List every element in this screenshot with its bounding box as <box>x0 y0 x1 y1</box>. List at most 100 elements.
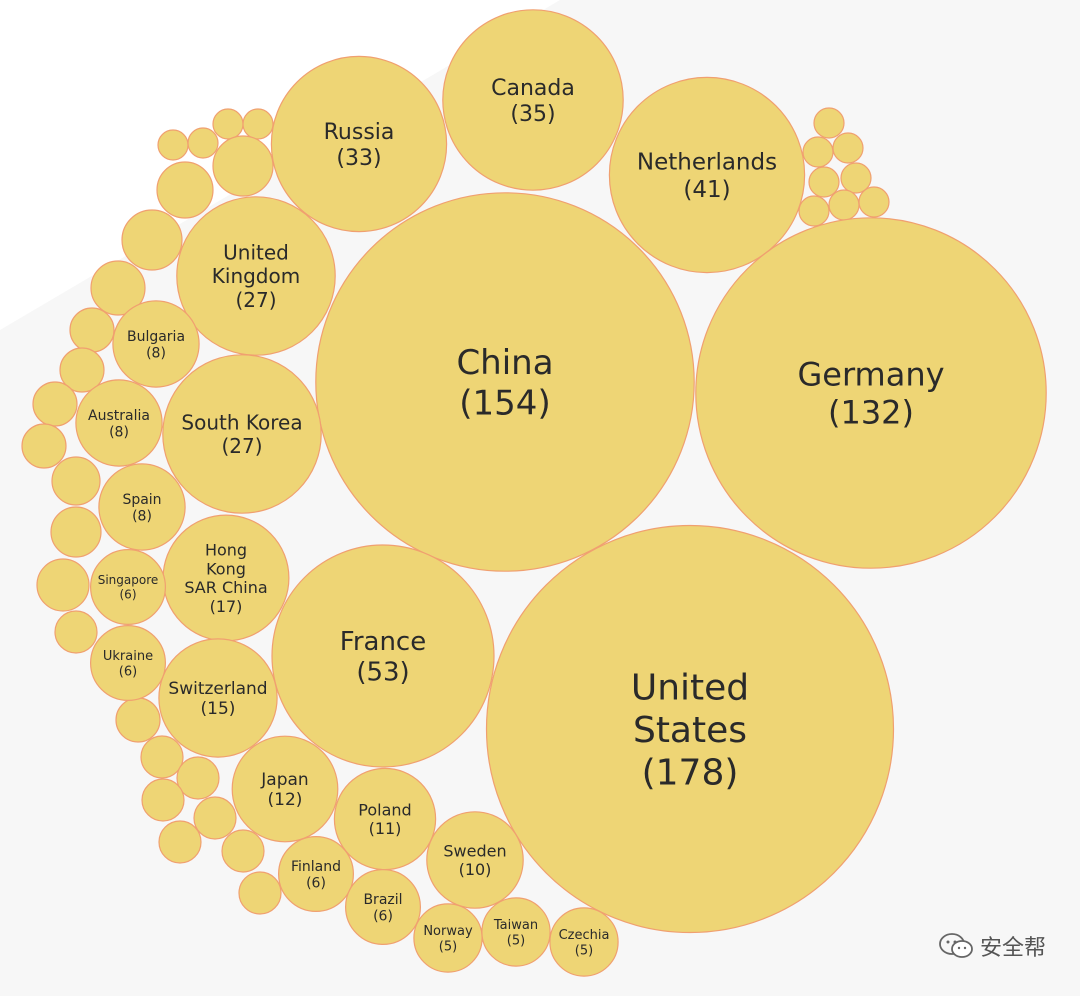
bubble-circle <box>158 638 278 758</box>
small-bubble <box>212 108 244 140</box>
bubble-label: South Korea (27) <box>181 410 302 458</box>
bubble-china: China (154) <box>315 192 695 572</box>
bubble-value: (15) <box>201 699 236 719</box>
small-bubble <box>193 796 237 840</box>
bubble-label: Australia (8) <box>88 408 150 441</box>
small-bubble <box>140 735 184 779</box>
bubble-label-line: Finland <box>291 859 341 875</box>
bubble-sweden: Sweden (10) <box>426 811 524 909</box>
bubble-value: (35) <box>510 102 555 127</box>
bubble-value: (6) <box>119 664 137 679</box>
small-bubble <box>69 307 115 353</box>
small-bubble <box>21 423 67 469</box>
bubble-value: (8) <box>132 508 152 524</box>
small-bubble <box>121 209 183 271</box>
small-bubble <box>50 506 102 558</box>
bubble-label: Finland (6) <box>291 859 341 892</box>
bubble-circle <box>426 811 524 909</box>
bubble-value: (5) <box>575 943 593 958</box>
bubble-label-line: Japan <box>260 770 308 790</box>
small-bubble <box>157 129 189 161</box>
bubble-label-line: Netherlands <box>637 150 777 176</box>
bubble-label: Japan (12) <box>260 770 308 810</box>
bubble-label: Netherlands (41) <box>637 150 777 203</box>
bubble-label: Taiwan (5) <box>493 918 538 948</box>
small-unlabeled-bubbles <box>21 107 890 915</box>
bubble-value: (6) <box>120 587 137 601</box>
small-bubble <box>156 161 214 219</box>
bubble-ukraine: Ukraine (6) <box>89 624 167 701</box>
small-bubble <box>828 189 860 221</box>
bubble-value: (41) <box>683 177 730 203</box>
bubble-netherlands: Netherlands (41) <box>608 76 806 274</box>
bubble-south-korea: South Korea (27) <box>162 354 322 514</box>
bubble-label-line: Poland <box>358 800 411 819</box>
small-bubble <box>802 136 834 168</box>
watermark: 安全帮 <box>938 930 1046 962</box>
bubble-label: Bulgaria (8) <box>127 329 185 362</box>
bubble-label-line: Kong <box>206 559 246 578</box>
bubble-circle <box>162 354 322 514</box>
bubble-label-line: Spain <box>122 492 161 508</box>
bubble-value: (10) <box>459 860 492 879</box>
bubble-circle <box>231 735 339 843</box>
small-bubble <box>187 127 219 159</box>
small-bubble <box>858 186 890 218</box>
bubble-label: China (154) <box>456 343 553 423</box>
bubble-label-line: Bulgaria <box>127 329 185 345</box>
bubble-label-line: United <box>223 241 289 265</box>
bubble-circle <box>89 548 167 625</box>
bubble-label: Switzerland (15) <box>168 679 267 719</box>
bubble-label-line: Norway <box>423 924 473 939</box>
bubble-spain: Spain (8) <box>98 463 186 551</box>
bubble-value: (5) <box>507 933 525 948</box>
bubble-value: (8) <box>109 424 129 440</box>
bubble-finland: Finland (6) <box>278 835 355 912</box>
small-bubble <box>32 381 78 427</box>
bubble-value: (27) <box>221 434 262 458</box>
bubble-circle <box>608 76 806 274</box>
bubble-label-line: Czechia <box>559 928 610 943</box>
bubble-value: (8) <box>146 345 166 361</box>
bubble-value: (5) <box>439 939 457 954</box>
bubble-value: (6) <box>373 908 393 924</box>
bubble-singapore: Singapore (6) <box>89 548 167 625</box>
small-bubble <box>238 871 282 915</box>
watermark-text: 安全帮 <box>979 936 1046 961</box>
bubble-label: Singapore (6) <box>98 573 159 601</box>
small-bubble <box>141 778 185 822</box>
bubble-circle <box>481 897 551 967</box>
bubble-canada: Canada (35) <box>442 9 624 191</box>
bubble-circle <box>270 55 448 233</box>
bubble-value: (53) <box>356 658 409 688</box>
bubble-label-line: SAR China <box>184 578 267 597</box>
bubble-value: (154) <box>459 383 550 423</box>
bubble-bulgaria: Bulgaria (8) <box>112 300 200 388</box>
bubble-value: (27) <box>235 288 276 312</box>
bubble-label: Ukraine (6) <box>103 649 153 679</box>
small-bubble <box>808 166 840 198</box>
bubble-circle <box>695 217 1047 569</box>
bubble-label-line: China <box>456 343 553 383</box>
bubble-russia: Russia (33) <box>270 55 448 233</box>
small-bubble <box>176 756 220 800</box>
bubble-label: United Kingdom (27) <box>212 241 300 312</box>
bubble-value: (132) <box>828 393 914 431</box>
bubble-label-line: Germany <box>797 356 944 394</box>
small-bubble <box>115 697 161 743</box>
small-bubble <box>221 829 265 873</box>
bubble-switzerland: Switzerland (15) <box>158 638 278 758</box>
bubble-label-line: Canada <box>491 76 575 101</box>
bubble-japan: Japan (12) <box>231 735 339 843</box>
bubble-value: (6) <box>306 875 326 891</box>
bubble-circle <box>549 907 619 977</box>
labeled-bubbles: United States (178)China (154)Germany (132)F… <box>75 9 1047 977</box>
bubble-value: (17) <box>210 597 243 616</box>
bubble-label-line: United <box>631 667 749 708</box>
bubble-label-line: Taiwan <box>493 918 538 933</box>
bubble-value: (178) <box>642 752 739 793</box>
small-bubble <box>813 107 845 139</box>
bubble-taiwan: Taiwan (5) <box>481 897 551 967</box>
bubble-australia: Australia (8) <box>75 379 163 467</box>
bubble-label: Poland (11) <box>358 800 411 838</box>
